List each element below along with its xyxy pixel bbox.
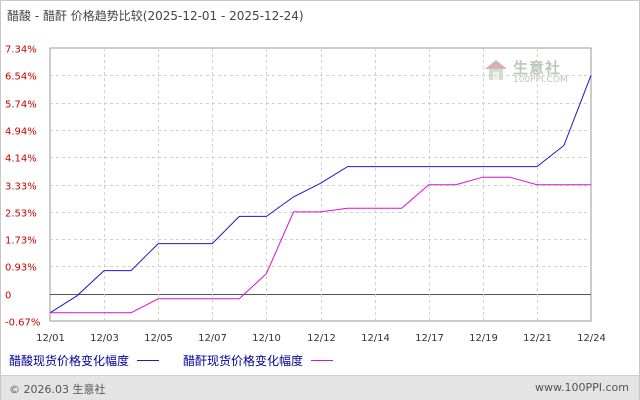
- x-tick-label: 12/17: [415, 333, 444, 344]
- y-tick-label: 4.14%: [5, 154, 37, 165]
- x-tick-label: 12/03: [90, 333, 119, 344]
- x-tick-label: 12/19: [469, 333, 498, 344]
- y-tick-label: 5.74%: [5, 100, 37, 111]
- x-tick-label: 12/01: [36, 333, 65, 344]
- x-tick-label: 12/24: [577, 333, 606, 344]
- footer: © 2026.03 生意社 www.100PPI.com: [1, 375, 639, 400]
- y-tick-label: 2.53%: [5, 209, 37, 220]
- x-tick-label: 12/14: [361, 333, 390, 344]
- legend-label-acetic-anhydride: 醋酐现货价格变化幅度: [183, 353, 304, 368]
- footer-copyright: © 2026.03 生意社: [9, 383, 106, 396]
- y-tick-label: 6.54%: [5, 72, 37, 83]
- legend-item-acetic-acid: 醋酸现货价格变化幅度: [9, 352, 160, 369]
- chart-title: 醋酸 - 醋酐 价格趋势比较(2025-12-01 - 2025-12-24): [7, 9, 304, 23]
- plot-area-border: [49, 47, 592, 322]
- y-tick-label: 0.93%: [5, 263, 37, 274]
- x-tick-label: 12/10: [252, 333, 281, 344]
- footer-site-link[interactable]: www.100PPI.com: [535, 381, 629, 394]
- y-tick-label: 1.73%: [5, 236, 37, 247]
- x-tick-label: 12/07: [198, 333, 227, 344]
- watermark-name: 生意社: [513, 59, 562, 77]
- watermark-url: 100PPI.COM: [513, 75, 568, 85]
- legend-swatch-acetic-anhydride: [311, 359, 334, 361]
- y-tick-label: 3.33%: [5, 182, 37, 193]
- legend-swatch-acetic-acid: [137, 359, 160, 361]
- y-tick-label: 0: [5, 291, 11, 302]
- legend: 醋酸现货价格变化幅度 醋酐现货价格变化幅度: [9, 350, 357, 370]
- y-tick-label: 7.34%: [5, 45, 37, 56]
- series-line-acetic-anhydride: [50, 176, 591, 314]
- x-tick-label: 12/12: [307, 333, 336, 344]
- x-tick-label: 12/05: [144, 333, 173, 344]
- x-tick-label: 12/21: [523, 333, 552, 344]
- series-line-acetic-acid: [49, 75, 592, 314]
- y-tick-label: 4.94%: [5, 127, 37, 138]
- y-tick-label: -0.67%: [5, 318, 40, 329]
- legend-label-acetic-acid: 醋酸现货价格变化幅度: [9, 353, 130, 368]
- legend-item-acetic-anhydride: 醋酐现货价格变化幅度: [183, 352, 334, 369]
